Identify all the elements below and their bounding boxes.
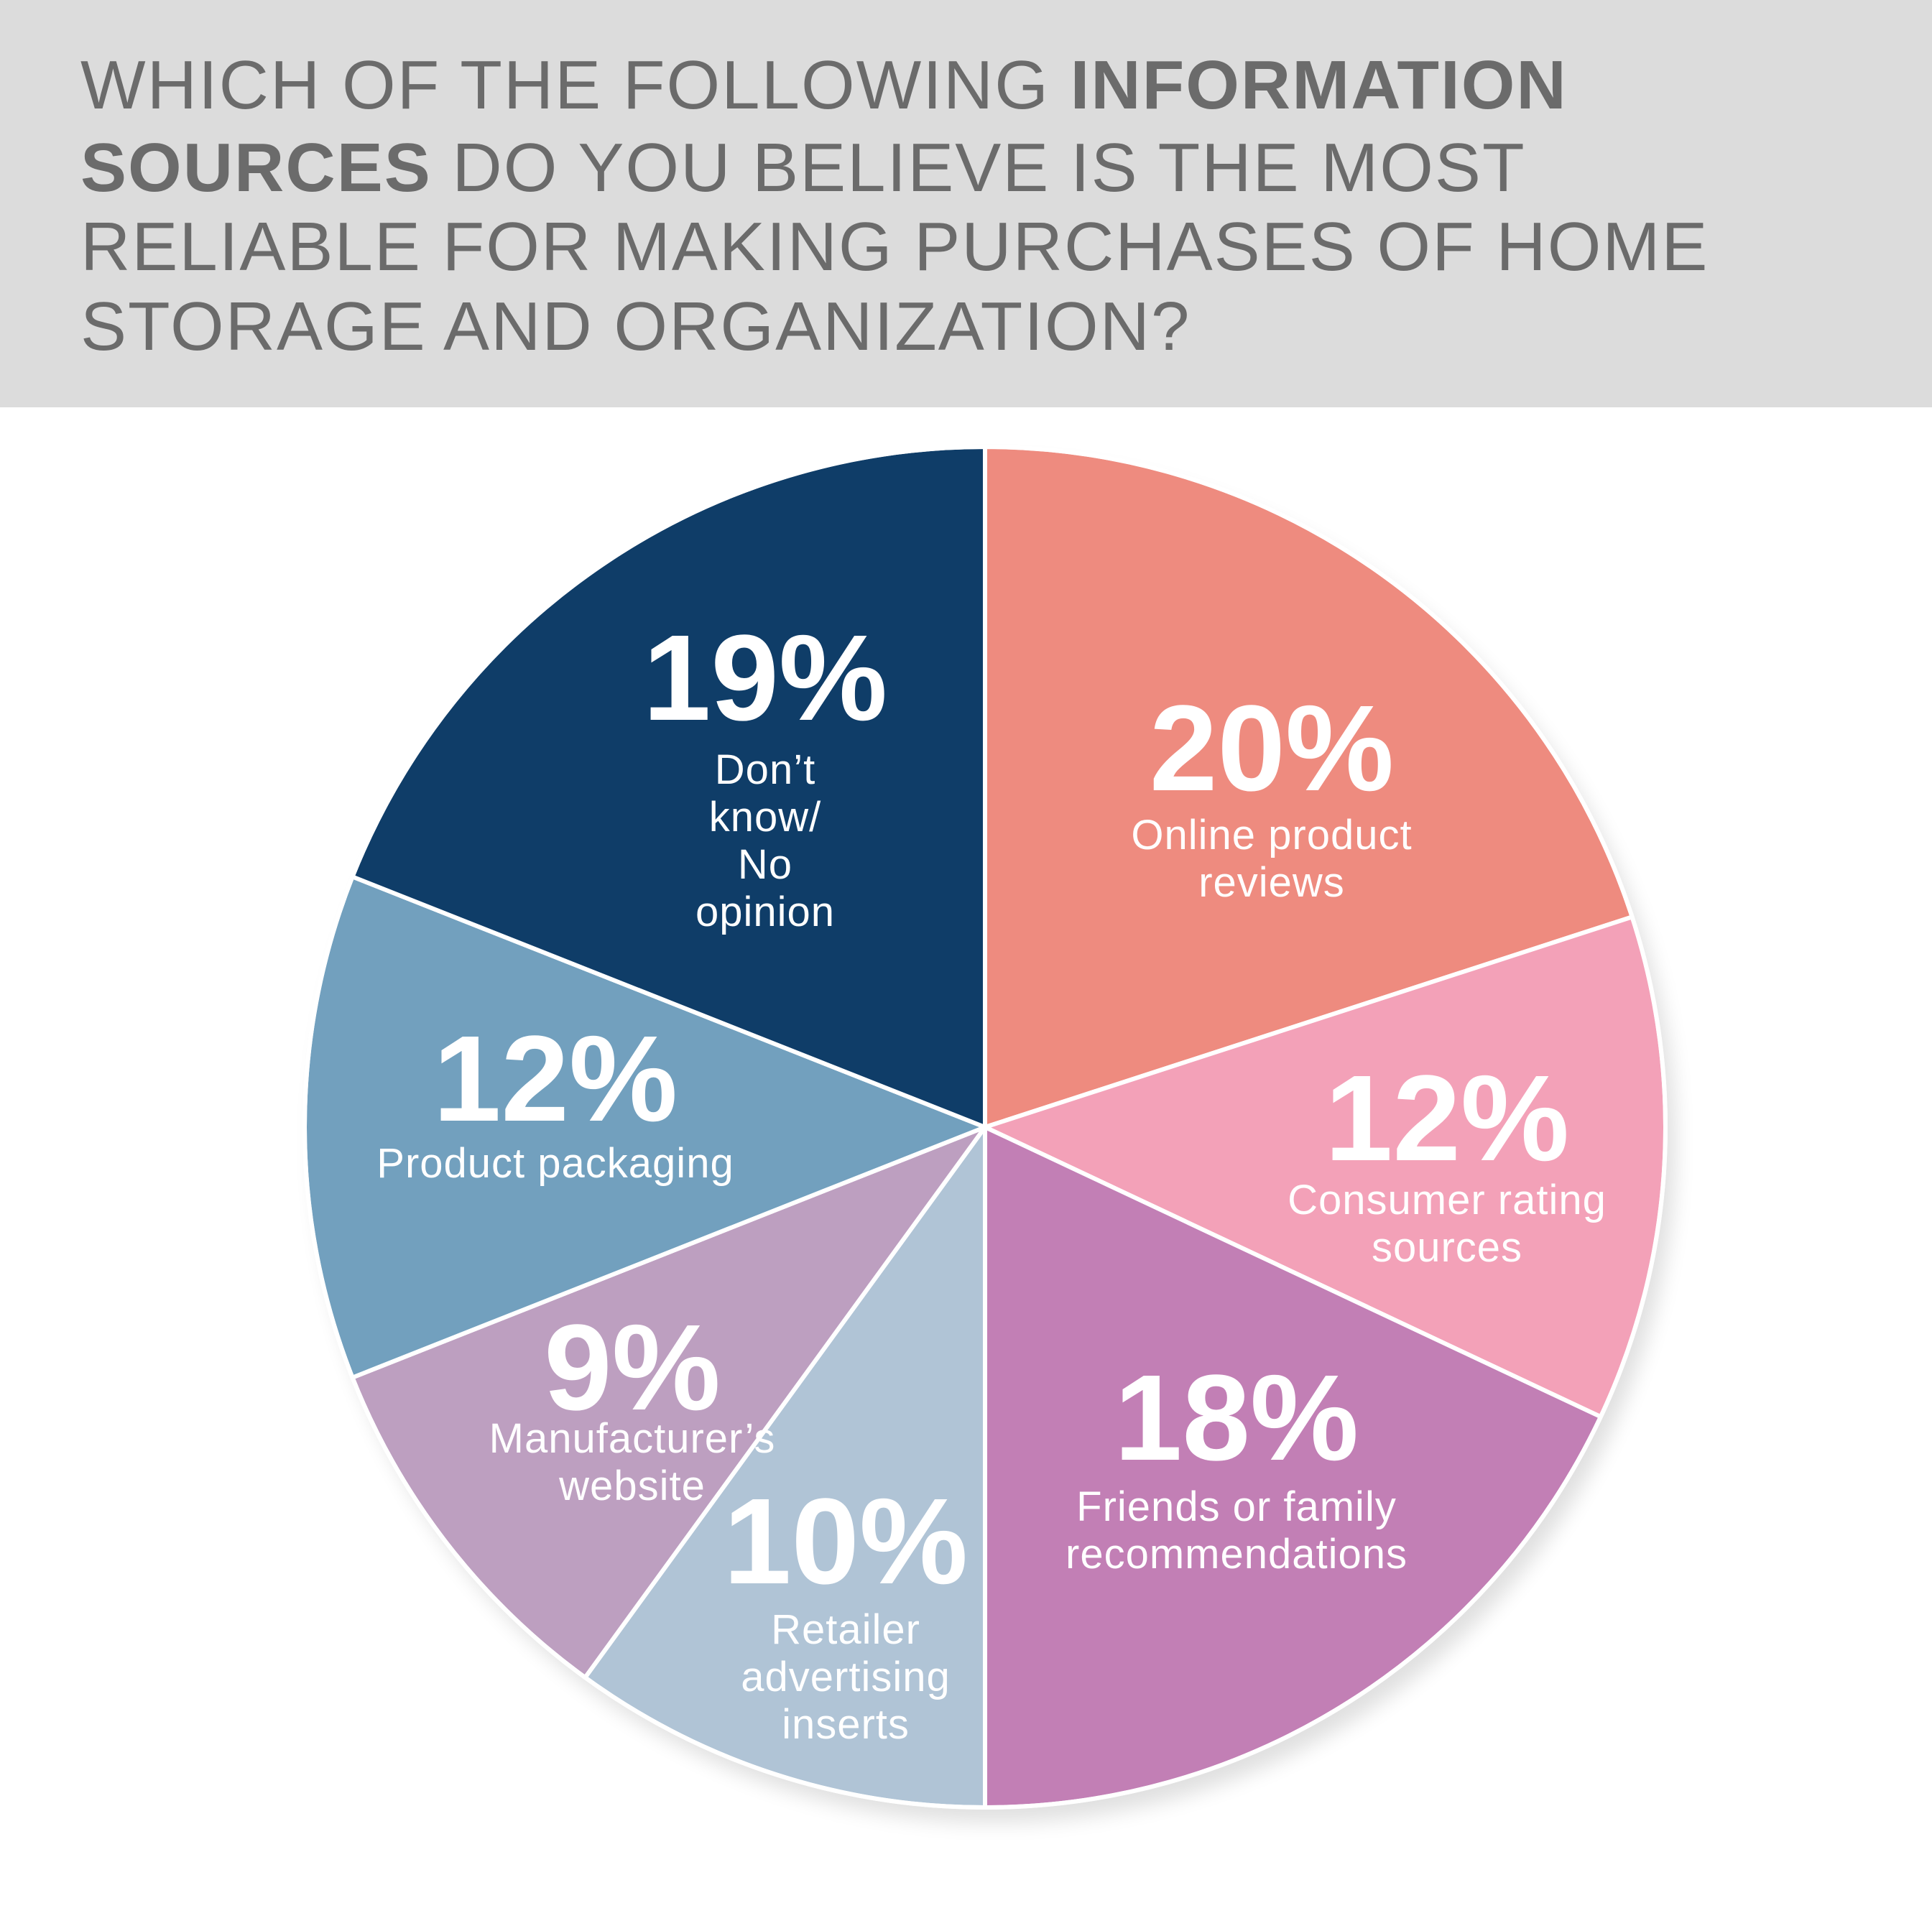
title-segment: INFORMATION	[1071, 47, 1568, 124]
category-label: website	[558, 1463, 706, 1509]
title-line: WHICH OF THE FOLLOWING INFORMATION	[80, 47, 1568, 124]
category-label: recommendations	[1066, 1531, 1408, 1578]
category-label: opinion	[695, 889, 835, 935]
category-label: Retailer	[771, 1606, 920, 1653]
title-segment: DO YOU BELIEVE IS THE MOST	[432, 129, 1526, 206]
category-label: Don’t	[715, 746, 815, 793]
category-label: advertising	[741, 1654, 950, 1700]
title-segment: WHICH OF THE FOLLOWING	[80, 47, 1071, 124]
title-segment: SOURCES	[80, 129, 432, 206]
title-line: STORAGE AND ORGANIZATION?	[80, 288, 1191, 365]
value-label: 19%	[643, 610, 887, 746]
value-label: 9%	[544, 1300, 721, 1436]
category-label: No	[738, 841, 792, 888]
value-label: 20%	[1150, 680, 1394, 817]
title-line: RELIABLE FOR MAKING PURCHASES OF HOME	[80, 208, 1709, 285]
value-label: 10%	[724, 1473, 968, 1610]
value-label: 12%	[1325, 1050, 1569, 1187]
title-segment: STORAGE AND ORGANIZATION?	[80, 288, 1191, 365]
title-line: SOURCES DO YOU BELIEVE IS THE MOST	[80, 129, 1526, 206]
category-label: sources	[1372, 1224, 1522, 1271]
category-label: Online product	[1131, 812, 1412, 858]
title-segment: RELIABLE FOR MAKING PURCHASES OF HOME	[80, 208, 1709, 285]
header-band	[0, 0, 1932, 407]
value-label: 18%	[1114, 1350, 1359, 1486]
category-label: reviews	[1198, 859, 1345, 906]
chart-title: WHICH OF THE FOLLOWING INFORMATIONSOURCE…	[80, 47, 1709, 365]
category-label: Friends or family	[1076, 1483, 1397, 1530]
pie-rim	[302, 445, 1668, 1810]
category-label: Manufacturer’s	[489, 1415, 776, 1462]
pie	[302, 445, 1668, 1810]
category-label: Consumer rating	[1288, 1177, 1607, 1223]
value-label: 12%	[433, 1011, 678, 1147]
category-label: Product packaging	[376, 1140, 734, 1187]
category-label: inserts	[782, 1701, 910, 1748]
category-label: know/	[709, 794, 822, 841]
